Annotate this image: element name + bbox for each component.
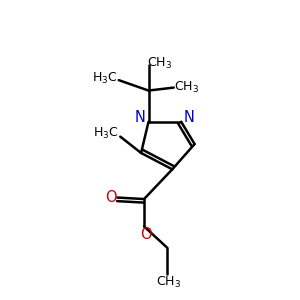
Text: N: N (184, 110, 195, 125)
Text: CH$_3$: CH$_3$ (156, 275, 181, 290)
Text: CH$_3$: CH$_3$ (174, 80, 200, 95)
Text: O: O (105, 190, 117, 205)
Text: CH$_3$: CH$_3$ (147, 56, 172, 71)
Text: O: O (140, 227, 152, 242)
Text: H$_3$C: H$_3$C (92, 71, 117, 86)
Text: N: N (135, 110, 146, 125)
Text: H$_3$C: H$_3$C (93, 126, 118, 141)
